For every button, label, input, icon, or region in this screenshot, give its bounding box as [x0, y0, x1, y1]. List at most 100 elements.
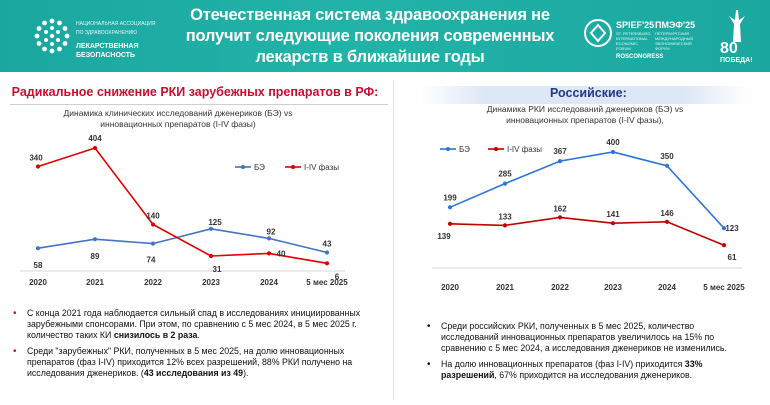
chart1-series-1-point: [150, 241, 156, 246]
right-bullet-1: • Среди российских РКИ, полученных в 5 ме…: [422, 321, 752, 355]
association-logo: НАЦИОНАЛЬНАЯ АССОЦИАЦИЯ ПО ЗДРАВООХРАНЕН…: [32, 16, 162, 60]
chart2-x-tick-label: 5 мес 2025: [703, 283, 745, 292]
right-subtitle-line1: Динамика РКИ исследований дженериков (БЭ…: [486, 104, 684, 114]
chart2-x-tick-label: 2020: [441, 283, 459, 292]
chart1-series-2-line: [37, 147, 328, 265]
chart1-series-2-point: [266, 251, 272, 256]
chart2-data-label: 285: [498, 170, 512, 179]
chart2-series-2-line: [449, 216, 725, 246]
left-bullets: • С конца 2021 года наблюдается сильный с…: [8, 308, 386, 383]
monument-icon: [729, 10, 745, 42]
header-banner: НАЦИОНАЛЬНАЯ АССОЦИАЦИЯ ПО ЗДРАВООХРАНЕН…: [0, 0, 770, 72]
left-panel: [0, 75, 390, 405]
spief-ru-label: ПМЭФ'25: [655, 20, 696, 30]
chart2-data-label: 146: [660, 209, 674, 218]
chart1-data-label: 404: [88, 134, 102, 143]
bullet-text: С конца 2021 года наблюдается сильный сп…: [27, 308, 361, 341]
chart1-x-tick-label: 2020: [29, 278, 47, 287]
chart1-x-tick-label: 2023: [202, 278, 220, 287]
chart2-series-2-point: [664, 219, 670, 224]
chart2-data-label: 123: [725, 224, 739, 233]
chart1-data-label: 40: [277, 249, 286, 258]
chart2-x-tick-label: 2021: [496, 283, 514, 292]
chart1-data-label: 74: [147, 256, 156, 265]
chart1-series-2-point: [208, 253, 214, 259]
chart2-series-1-point: [447, 205, 453, 210]
association-name-small: НАЦИОНАЛЬНАЯ АССОЦИАЦИЯ ПО ЗДРАВООХРАНЕН…: [76, 21, 156, 36]
chart2-data-label: 162: [553, 204, 567, 213]
chart1-series-1-point: [324, 250, 330, 255]
chart1-data-label: 43: [323, 240, 332, 249]
right-bullet-2: • На долю инновационных препаратов (фаз I…: [422, 359, 752, 381]
spief-en-label: SPIEF'25: [616, 20, 655, 30]
chart1-legend-label: БЭ: [254, 163, 265, 172]
chart2-series-2-point: [721, 243, 727, 248]
chart1-series-1-line: [37, 227, 328, 254]
victory-number: 80: [720, 40, 738, 57]
dots-ring-icon: [34, 18, 70, 54]
chart1-data-label: 89: [91, 252, 100, 261]
left-subtitle-line2: инновационных препаратов (I-IV фазы): [100, 119, 256, 129]
chart2-series-2-point: [447, 221, 453, 226]
chart1-series-2-point: [324, 261, 330, 266]
chart1-data-label: 140: [146, 211, 160, 220]
chart2-data-label: 350: [660, 152, 674, 161]
chart2-x-tick-label: 2023: [604, 283, 622, 292]
chart1-legend-label: I-IV фазы: [304, 163, 339, 172]
chart1-series-1-point: [35, 246, 41, 251]
chart1-data-label: 92: [267, 227, 276, 236]
chart1-series-2-point: [35, 164, 41, 169]
chart1-data-label: 31: [213, 265, 222, 274]
chart2-series-1-point: [557, 159, 563, 164]
right-subtitle-line2: инновационных препаратов (I-IV фазы),: [506, 115, 664, 125]
bullet-dot-icon: •: [13, 308, 17, 319]
panel-divider: [393, 80, 394, 400]
chart1-data-label: 58: [34, 261, 43, 270]
left-bullet-1: • С конца 2021 года наблюдается сильный с…: [8, 308, 386, 342]
spief-logo: SPIEF'25 ST. PETERSBURG INTERNATIONAL EC…: [583, 18, 703, 64]
left-heading: Радикальное снижение РКИ зарубежных преп…: [11, 85, 379, 99]
bullet-text: На долю инновационных препаратов (фаз I-…: [441, 358, 703, 380]
chart2-data-label: 367: [553, 147, 567, 156]
left-chart-subtitle: Динамика клинических исследований дженер…: [28, 108, 328, 130]
chart1-data-label: 125: [208, 218, 222, 227]
chart2-series-1-point: [502, 181, 508, 186]
right-panel: [400, 75, 770, 405]
chart1-x-tick-label: 5 мес 2025: [306, 278, 348, 287]
chart2-data-label: 61: [728, 253, 737, 262]
chart1-series-2-point: [92, 145, 98, 151]
spief-emblem-icon: [584, 19, 612, 47]
bullet-dot-icon: •: [427, 321, 431, 332]
right-chart-subtitle: Динамика РКИ исследований дженериков (БЭ…: [440, 104, 730, 126]
chart1-series-1-point: [208, 226, 214, 231]
chart1-x-tick-label: 2024: [260, 278, 278, 287]
chart1-series-1-point: [266, 236, 272, 241]
chart2-x-tick-label: 2024: [658, 283, 676, 292]
chart2-series-1-point: [721, 226, 727, 231]
spief-ru-small: ПЕТЕРБУРГСКИЙ МЕЖДУНАРОДНЫЙ ЭКОНОМИЧЕСКИ…: [655, 31, 694, 51]
chart2-series-2-point: [502, 223, 508, 228]
chart1-data-label: 6: [335, 272, 340, 281]
chart2-series-2-point: [557, 215, 563, 220]
victory-word: ПОБЕДА!: [720, 57, 753, 64]
chart1-series-1-point: [92, 237, 98, 242]
chart2-data-label: 139: [437, 232, 451, 241]
right-heading: Российские:: [420, 86, 750, 104]
left-heading-underline: [10, 104, 388, 105]
chart2-data-label: 141: [606, 210, 620, 219]
left-bullet-2: • Среди "зарубежных" РКИ, полученных в 5 …: [8, 346, 386, 380]
right-bullets: • Среди российских РКИ, полученных в 5 ме…: [422, 321, 752, 385]
chart2-legend-marker: [494, 147, 498, 151]
association-name-main: ЛЕКАРСТВЕННАЯ БЕЗОПАСНОСТЬ: [76, 43, 139, 59]
chart2-data-label: 199: [443, 193, 457, 202]
chart1-x-tick-label: 2021: [86, 278, 104, 287]
chart1-data-label: 340: [29, 154, 43, 163]
chart1-series-2-point: [150, 222, 156, 227]
spief-en-small: ST. PETERSBURG INTERNATIONAL ECONOMIC FO…: [616, 31, 651, 51]
victory-logo: 80 ПОБЕДА!: [712, 8, 762, 68]
roscongress-label: ROSCONGRESS: [616, 54, 664, 60]
page-title: Отечественная система здравоохранения не…: [185, 6, 555, 66]
bullet-text: Среди российских РКИ, полученных в 5 мес…: [441, 321, 727, 354]
chart1-legend-marker: [241, 165, 245, 169]
